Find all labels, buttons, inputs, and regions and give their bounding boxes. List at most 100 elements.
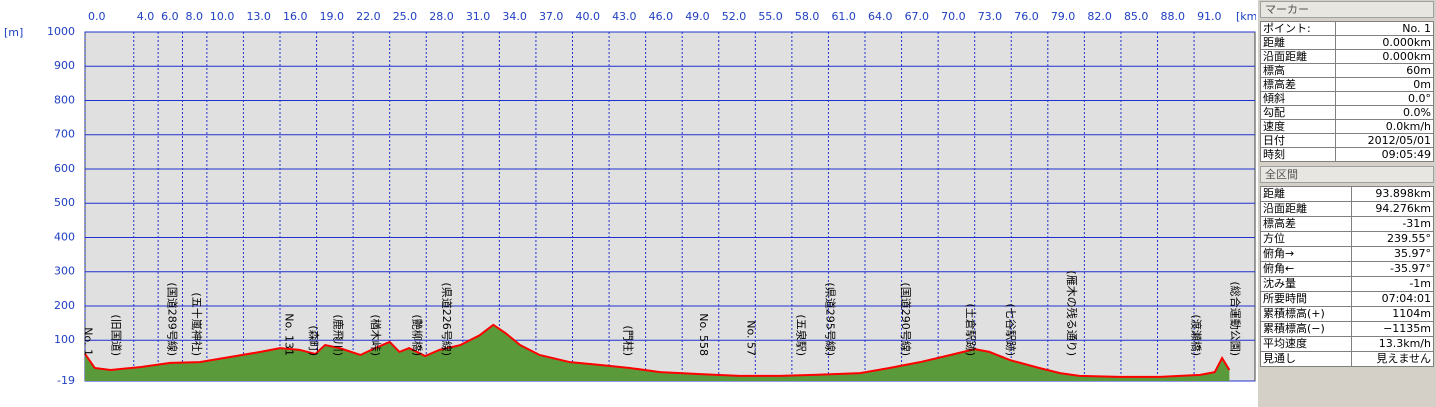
panel-label: 距離 [1260, 186, 1352, 202]
annotation: (県道226号線) [440, 282, 454, 356]
panel-label: 累積標高(+) [1260, 306, 1352, 322]
y-tick-label: -19 [57, 374, 75, 387]
annotation: (旧国道) [109, 314, 123, 356]
panel-label: 日付 [1259, 133, 1337, 148]
panel-value: 0m [1335, 77, 1434, 92]
panel-value: -1m [1350, 276, 1435, 292]
x-tick-label: 70.0 [941, 10, 966, 23]
x-tick-label: 16.0 [283, 10, 308, 23]
y-tick-label: 200 [54, 299, 75, 312]
panel-label: 沿面距離 [1259, 49, 1337, 64]
x-tick-label: 13.0 [246, 10, 271, 23]
x-tick-label: 85.0 [1124, 10, 1149, 23]
x-tick-label: 67.0 [905, 10, 930, 23]
annotation: (五泉駅) [794, 314, 808, 356]
panel-row: 俯角← -35.97° [1260, 261, 1435, 277]
panel-value: No. 1 [1335, 21, 1434, 36]
annotation: (楢木峠) [369, 314, 383, 356]
panel-row: 累積標高(+) 1104m [1260, 306, 1435, 322]
annotation: (県道295号線) [824, 282, 838, 356]
panel-value: 239.55° [1350, 231, 1435, 247]
panel-row: 勾配 0.0% [1259, 105, 1434, 120]
panel-value: 09:05:49 [1335, 147, 1434, 162]
y-tick-label: 400 [54, 230, 75, 243]
x-tick-label: 22.0 [356, 10, 381, 23]
x-tick-label: 37.0 [539, 10, 564, 23]
panel-value: 0.0° [1335, 91, 1434, 106]
panel-value: 60m [1335, 63, 1434, 78]
y-tick-label: 700 [54, 128, 75, 141]
panel-value: 0.000km [1335, 49, 1434, 64]
x-tick-label: 34.0 [502, 10, 527, 23]
x-tick-label: 19.0 [320, 10, 345, 23]
annotation: No. 1 [81, 327, 94, 356]
panel-label: 平均速度 [1260, 336, 1352, 352]
x-unit: [km] [1236, 10, 1256, 23]
panel-row: ポイント: No. 1 [1259, 21, 1434, 36]
x-tick-label: 49.0 [685, 10, 710, 23]
annotation: (渡瀬橋) [1189, 314, 1203, 356]
y-tick-label: 500 [54, 196, 75, 209]
annotation: No. 558 [697, 313, 710, 356]
x-tick-label: 73.0 [978, 10, 1003, 23]
panel-label: 時刻 [1259, 147, 1337, 162]
marker-table: ポイント: No. 1 距離 0.000km 沿面距離 0.000km 標高 60m 標高差 0m… [1259, 21, 1434, 162]
panel-value: 0.0% [1335, 105, 1434, 120]
panel-header: マーカー [1260, 1, 1434, 18]
panel-header: 全区間 [1260, 166, 1434, 183]
panel-label: 勾配 [1259, 105, 1337, 120]
x-tick-label: 52.0 [722, 10, 747, 23]
panel-row: 標高差 0m [1259, 77, 1434, 92]
annotation: (国道290号線) [899, 282, 913, 356]
annotation: (雁木の残る通り) [1065, 270, 1079, 356]
y-tick-label: 900 [54, 59, 75, 72]
x-tick-label: 6.0 [161, 10, 179, 23]
panel-label: 見通し [1260, 351, 1352, 367]
panel-row: 標高 60m [1259, 63, 1434, 78]
y-tick-label: 300 [54, 265, 75, 278]
x-tick-label: 55.0 [758, 10, 783, 23]
y-tick-label: 800 [54, 93, 75, 106]
panel-row: 俯角→ 35.97° [1260, 246, 1435, 262]
panel-label: 所要時間 [1260, 291, 1352, 307]
chart: [m] [km] -19 100 200 300 400 500 600 700 800 900 1… [4, 10, 1256, 387]
panel-label: 俯角← [1260, 261, 1352, 277]
y-tick-label: 1000 [47, 25, 75, 38]
panel-label: 累積標高(−) [1260, 321, 1352, 337]
annotation: (国道289号線) [166, 282, 180, 356]
x-tick-label: 8.0 [186, 10, 204, 23]
panel-label: 傾斜 [1259, 91, 1337, 106]
x-tick-label: 76.0 [1014, 10, 1039, 23]
x-tick-label: 88.0 [1161, 10, 1186, 23]
panel-value: 2012/05/01 [1335, 133, 1434, 148]
annotation: No. 57 [744, 320, 757, 356]
x-tick-label: 4.0 [137, 10, 155, 23]
panel-label: 速度 [1259, 119, 1337, 134]
panel-row: 標高差 -31m [1260, 216, 1435, 232]
annotation: (七谷駅跡) [1004, 303, 1018, 356]
panel-row: 速度 0.0km/h [1259, 119, 1434, 134]
panel-row: 傾斜 0.0° [1259, 91, 1434, 106]
y-unit: [m] [4, 26, 23, 39]
panel-value: 0.0km/h [1335, 119, 1434, 134]
x-tick-label: 64.0 [868, 10, 893, 23]
x-tick-label: 46.0 [649, 10, 674, 23]
panel-row: 沿面距離 0.000km [1259, 49, 1434, 64]
panel-row: 時刻 09:05:49 [1259, 147, 1434, 162]
panel-value: 93.898km [1350, 186, 1435, 202]
elevation-line [84, 323, 1231, 378]
x-tick-label: 25.0 [393, 10, 418, 23]
panel-label: 沈み量 [1260, 276, 1352, 292]
panel-label: 俯角→ [1260, 246, 1352, 262]
x-tick-label: 61.0 [831, 10, 856, 23]
panel-value: 94.276km [1350, 201, 1435, 217]
panel-row: 平均速度 13.3km/h [1260, 336, 1435, 352]
panel-row: 所要時間 07:04:01 [1260, 291, 1435, 307]
x-tick-label: 91.0 [1197, 10, 1222, 23]
annotation: No. 131 [283, 313, 296, 356]
y-tick-label: 100 [54, 333, 75, 346]
panel-label: 沿面距離 [1260, 201, 1352, 217]
panel-value: −1135m [1350, 321, 1435, 337]
panel-value: 13.3km/h [1350, 336, 1435, 352]
x-tick-label: 31.0 [466, 10, 491, 23]
